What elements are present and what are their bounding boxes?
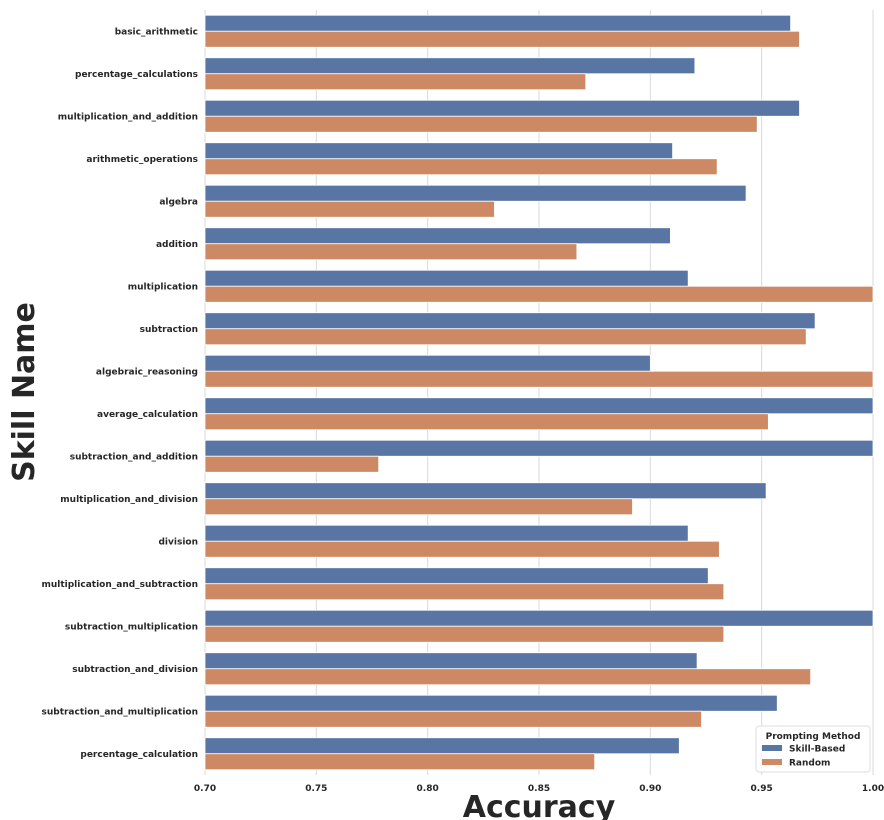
bar-skill-based-division (204, 524, 689, 542)
bars (204, 14, 874, 771)
y-category-label: multiplication_and_subtraction (41, 580, 198, 590)
bar-skill-based-basic-arithmetic (204, 14, 792, 32)
bar-random-subtraction-multiplication (204, 625, 725, 643)
legend-swatch-skill-based (762, 745, 782, 751)
legend-label-skill-based: Skill-Based (789, 745, 845, 755)
y-category-label: subtraction (140, 325, 198, 335)
x-tick-label: 0.75 (305, 784, 327, 794)
y-category-label: arithmetic_operations (86, 155, 198, 165)
gridlines (204, 10, 874, 775)
bar-skill-based-multiplication (204, 269, 689, 287)
bar-random-arithmetic-operations (204, 158, 718, 176)
bar-skill-based-subtraction-and-multiplication (204, 694, 778, 712)
bar-skill-based-algebra (204, 184, 747, 202)
y-category-label: addition (156, 240, 198, 250)
x-tick-label: 0.85 (528, 784, 550, 794)
bar-random-basic-arithmetic (204, 30, 800, 48)
y-category-labels: basic_arithmetic percentage_calculationsm… (41, 27, 198, 760)
y-category-label: average_calculation (97, 410, 198, 420)
y-category-label: subtraction_multiplication (65, 622, 198, 632)
legend: Prompting Method Skill-Based Random (755, 725, 871, 773)
bar-skill-based-percentage-calculations (204, 57, 696, 75)
bar-skill-based-algebraic-reasoning (204, 354, 651, 372)
x-tick-label: 0.95 (751, 784, 773, 794)
bar-random-subtraction-and-addition (204, 455, 380, 473)
bar-random-multiplication-and-subtraction (204, 583, 725, 601)
bar-skill-based-multiplication-and-addition (204, 99, 800, 117)
bar-skill-based-multiplication-and-division (204, 482, 767, 500)
bar-random-average-calculation (204, 413, 769, 431)
y-category-label: multiplication_and_addition (58, 112, 198, 122)
x-tick-label: 0.90 (639, 784, 661, 794)
y-category-label: division (158, 537, 198, 547)
y-axis-title: Skill Name (7, 302, 42, 482)
y-category-label: basic_arithmetic (115, 27, 198, 37)
bar-skill-based-average-calculation (204, 397, 874, 415)
bar-random-subtraction (204, 328, 807, 346)
bar-random-algebra (204, 200, 495, 218)
bar-random-subtraction-and-multiplication (204, 710, 702, 728)
x-axis-title: Accuracy (463, 790, 616, 820)
y-category-label: algebraic_reasoning (96, 367, 198, 377)
bar-random-subtraction-and-division (204, 668, 812, 686)
bar-skill-based-addition (204, 227, 671, 245)
bar-random-multiplication-and-division (204, 498, 633, 516)
bar-skill-based-subtraction-and-addition (204, 439, 874, 457)
bar-random-multiplication-and-addition (204, 115, 758, 133)
y-category-label: algebra (159, 197, 198, 207)
x-tick-label: 1.00 (862, 784, 884, 794)
bar-skill-based-percentage-calculation (204, 737, 680, 755)
y-category-label: subtraction_and_addition (70, 452, 198, 462)
y-category-label: percentage_calculations (75, 70, 198, 80)
y-category-label: multiplication_and_division (60, 495, 198, 505)
bar-random-multiplication (204, 285, 874, 303)
legend-title: Prompting Method (766, 732, 861, 742)
x-tick-label: 0.80 (417, 784, 439, 794)
legend-swatch-random (762, 759, 782, 765)
legend-box (755, 725, 871, 773)
bar-random-division (204, 540, 720, 558)
x-tick-label: 0.70 (194, 784, 216, 794)
legend-label-random: Random (789, 759, 830, 769)
y-category-label: subtraction_and_division (72, 665, 198, 675)
y-category-label: subtraction_and_multiplication (41, 707, 198, 717)
bar-skill-based-subtraction-multiplication (204, 609, 874, 627)
x-tick-labels: 0.70 0.75 0.80 0.85 0.90 0.95 1.00 (194, 784, 884, 794)
bar-skill-based-subtraction-and-division (204, 652, 698, 670)
y-category-label: percentage_calculation (80, 750, 198, 760)
bar-random-addition (204, 243, 578, 261)
bar-random-percentage-calculation (204, 753, 596, 771)
bar-skill-based-multiplication-and-subtraction (204, 567, 709, 585)
bar-skill-based-subtraction (204, 312, 816, 330)
bar-skill-based-arithmetic-operations (204, 142, 674, 160)
y-category-label: multiplication (128, 282, 198, 292)
bar-random-percentage-calculations (204, 73, 587, 91)
bar-random-algebraic-reasoning (204, 370, 874, 388)
